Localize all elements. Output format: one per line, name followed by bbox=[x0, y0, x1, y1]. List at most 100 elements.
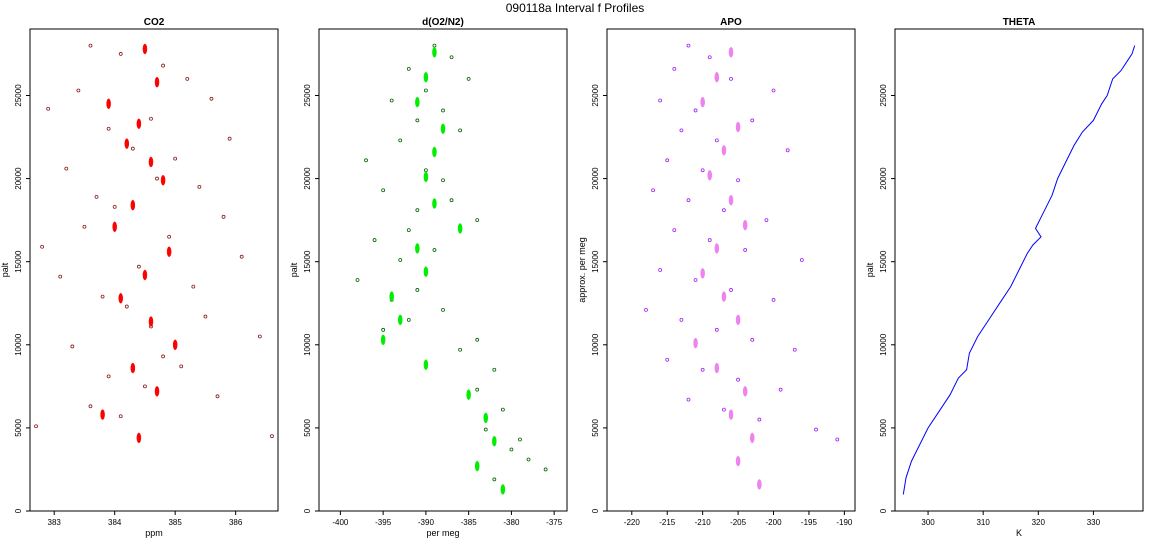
flight-point bbox=[257, 334, 262, 339]
sample-point bbox=[154, 76, 160, 88]
y-axis-label: palt bbox=[0, 262, 10, 277]
flight-point bbox=[509, 447, 514, 452]
y-tick-label: 10000 bbox=[14, 333, 23, 356]
sample-point bbox=[721, 291, 727, 302]
sample-point bbox=[423, 359, 429, 370]
x-tick-label: -375 bbox=[546, 518, 563, 527]
flight-point bbox=[106, 374, 111, 379]
flight-point bbox=[700, 367, 705, 372]
x-tick-label: -195 bbox=[801, 518, 818, 527]
sample-point bbox=[693, 337, 698, 349]
y-tick-label: 20000 bbox=[14, 167, 23, 190]
sample-point bbox=[728, 47, 734, 58]
y-tick-label: 15000 bbox=[303, 250, 312, 273]
flight-point bbox=[155, 176, 159, 181]
y-tick-label: 15000 bbox=[14, 250, 23, 273]
y-tick-label: 5000 bbox=[303, 418, 312, 436]
flight-point bbox=[161, 354, 165, 359]
panel-2: APO -220 -215 -210 -205 -200 -195 -190 0 5000 1000… bbox=[577, 17, 856, 527]
x-tick-label: 384 bbox=[108, 518, 122, 527]
flight-point bbox=[475, 387, 480, 392]
flight-point bbox=[492, 477, 497, 482]
y-tick-label: 0 bbox=[879, 508, 888, 513]
y-tick-label: 10000 bbox=[591, 333, 600, 356]
flight-point bbox=[500, 407, 505, 412]
plot-frame bbox=[29, 28, 279, 512]
flight-point bbox=[197, 184, 202, 189]
sample-point bbox=[700, 96, 705, 108]
figure-title: 090118a Interval f Profiles bbox=[506, 1, 645, 15]
sample-point bbox=[136, 118, 142, 129]
x-tick-label: -205 bbox=[730, 518, 747, 527]
flight-point bbox=[743, 248, 748, 252]
plot-frame bbox=[606, 28, 856, 512]
flight-point bbox=[82, 224, 87, 229]
flight-point bbox=[814, 427, 818, 432]
flight-point bbox=[707, 238, 712, 242]
flight-point bbox=[771, 298, 776, 302]
y-axis-label: palt bbox=[865, 262, 875, 277]
flight-point bbox=[76, 88, 81, 93]
flight-point bbox=[415, 118, 420, 123]
plot-frame bbox=[894, 28, 1144, 512]
panel-title: d(O2/N2) bbox=[422, 17, 464, 28]
y-tick-label: 0 bbox=[14, 508, 23, 513]
flight-point bbox=[355, 278, 360, 282]
flight-point bbox=[665, 357, 670, 362]
flight-point bbox=[415, 288, 420, 292]
sample-point bbox=[742, 219, 748, 231]
sample-point bbox=[166, 246, 172, 257]
sample-point bbox=[423, 266, 429, 277]
sample-point bbox=[735, 121, 741, 133]
flight-point bbox=[398, 258, 403, 262]
flight-point bbox=[130, 146, 135, 151]
flight-point bbox=[167, 234, 172, 239]
flight-point bbox=[543, 467, 548, 472]
y-tick-label: 15000 bbox=[879, 250, 888, 273]
flight-point bbox=[729, 76, 733, 81]
flight-point bbox=[118, 414, 123, 419]
flight-point bbox=[458, 347, 463, 352]
flight-point bbox=[88, 43, 93, 48]
y-tick-label: 20000 bbox=[303, 167, 312, 190]
flight-point bbox=[651, 188, 655, 193]
sample-point bbox=[112, 221, 117, 233]
flight-point bbox=[381, 188, 386, 193]
x-axis-label: ppm bbox=[145, 528, 163, 538]
flight-point bbox=[34, 424, 38, 429]
sample-point bbox=[142, 43, 148, 55]
sample-point bbox=[728, 409, 734, 420]
x-tick-label: 383 bbox=[48, 518, 62, 527]
flight-point bbox=[185, 76, 190, 81]
flight-point bbox=[432, 248, 437, 252]
flight-point bbox=[492, 367, 497, 372]
sample-point bbox=[466, 389, 471, 400]
sample-point bbox=[160, 174, 166, 186]
flight-point bbox=[644, 307, 648, 312]
sample-point bbox=[148, 156, 154, 168]
flight-point bbox=[100, 294, 105, 299]
flight-point bbox=[136, 264, 141, 269]
y-tick-label: 15000 bbox=[591, 250, 600, 273]
flight-point bbox=[449, 198, 454, 203]
x-tick-label: -390 bbox=[418, 518, 435, 527]
sample-point bbox=[432, 146, 437, 158]
flight-point bbox=[466, 76, 471, 81]
x-tick-label: 386 bbox=[229, 518, 243, 527]
y-tick-label: 10000 bbox=[879, 333, 888, 356]
sample-point bbox=[415, 243, 420, 254]
flight-point bbox=[227, 136, 232, 141]
flight-point bbox=[686, 43, 691, 48]
flight-point bbox=[714, 138, 719, 143]
y-tick-label: 10000 bbox=[303, 333, 312, 356]
sample-point bbox=[100, 409, 105, 420]
flight-point bbox=[423, 168, 428, 173]
flight-point bbox=[270, 434, 274, 439]
flight-point bbox=[398, 138, 403, 143]
flight-point bbox=[149, 116, 153, 121]
flight-point bbox=[209, 96, 214, 101]
sample-point bbox=[474, 460, 480, 472]
sample-point bbox=[142, 269, 148, 281]
x-tick-label: -395 bbox=[375, 518, 392, 527]
flight-point bbox=[415, 208, 420, 213]
